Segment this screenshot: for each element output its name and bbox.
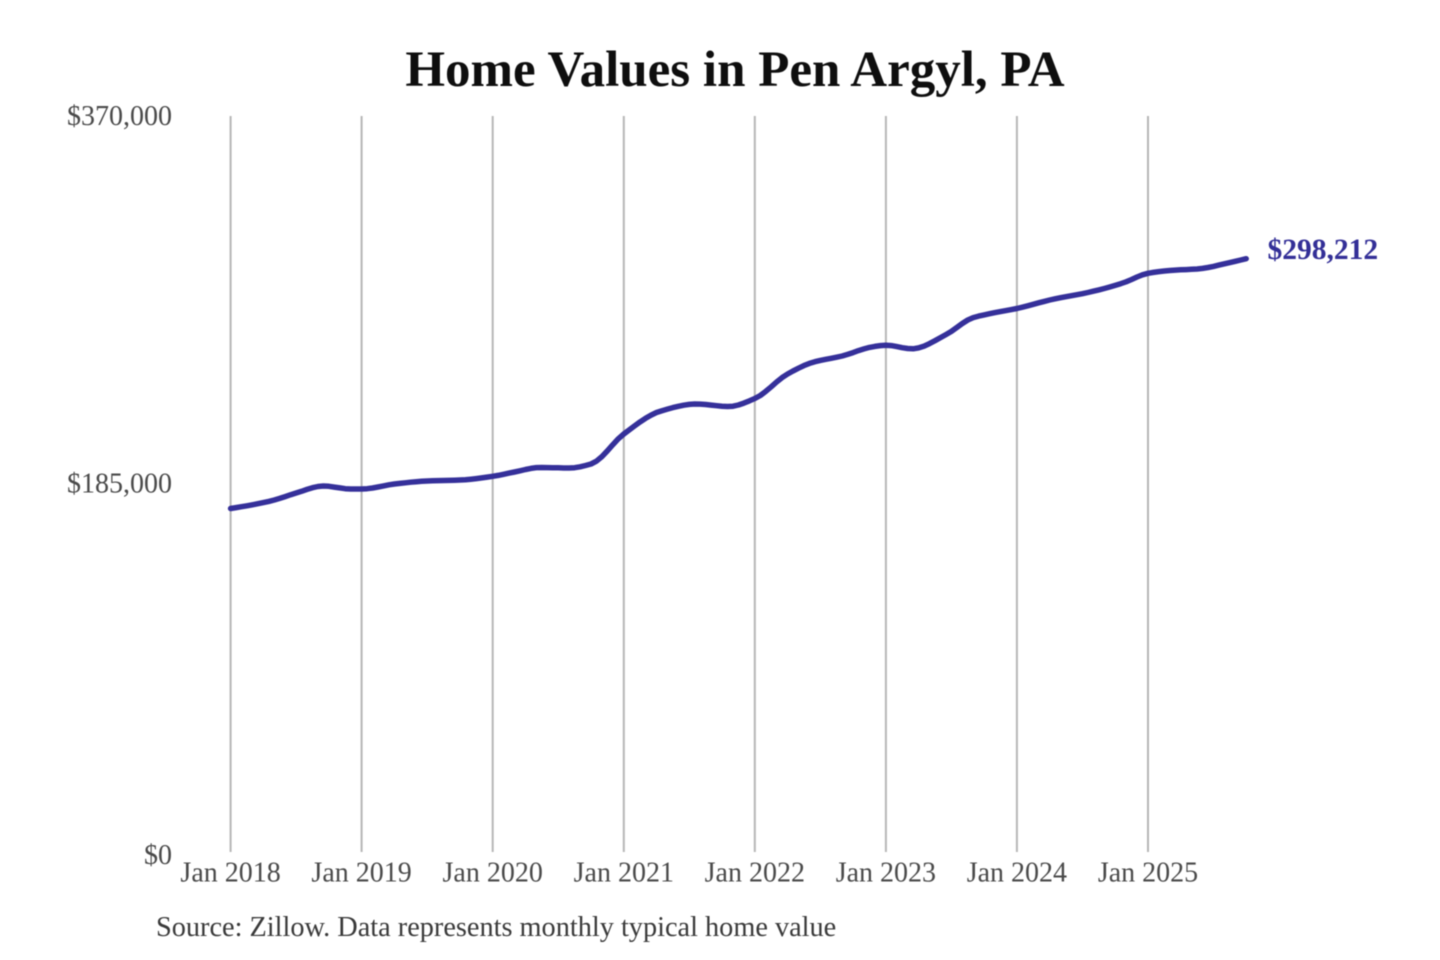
svg-text:$185,000: $185,000 xyxy=(67,469,172,500)
svg-text:Jan 2020: Jan 2020 xyxy=(443,858,543,889)
svg-text:Jan 2025: Jan 2025 xyxy=(1098,858,1198,889)
svg-text:Jan 2019: Jan 2019 xyxy=(311,858,411,889)
svg-text:$298,212: $298,212 xyxy=(1268,234,1379,266)
svg-text:Jan 2021: Jan 2021 xyxy=(574,858,674,889)
svg-text:Jan 2024: Jan 2024 xyxy=(967,858,1067,889)
svg-text:Jan 2018: Jan 2018 xyxy=(180,858,280,889)
svg-text:Source: Zillow. Data represent: Source: Zillow. Data represents monthly … xyxy=(156,912,836,943)
svg-text:Jan 2022: Jan 2022 xyxy=(705,858,805,889)
svg-text:Jan 2023: Jan 2023 xyxy=(836,858,936,889)
svg-text:Home Values in Pen Argyl, PA: Home Values in Pen Argyl, PA xyxy=(405,42,1064,98)
svg-text:$0: $0 xyxy=(144,840,172,871)
svg-text:$370,000: $370,000 xyxy=(67,101,172,132)
